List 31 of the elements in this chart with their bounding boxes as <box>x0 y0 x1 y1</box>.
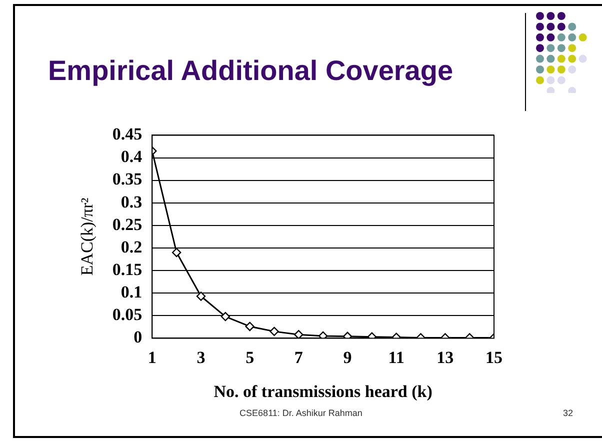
point <box>196 292 206 301</box>
text: CSE6811: Dr. Ashikur Rahman <box>240 408 362 418</box>
x-tick-label: 1 <box>148 348 156 367</box>
point <box>318 331 328 338</box>
x-tick-label: 15 <box>486 348 502 367</box>
y-tick-label: 0.35 <box>112 170 142 189</box>
x-tick-label: 9 <box>343 348 352 367</box>
point <box>342 332 352 338</box>
point <box>245 322 254 332</box>
y-tick-label: 0 <box>134 328 142 347</box>
chart-title: Empirical Additional Coverage <box>48 55 454 87</box>
y-tick-label: 0.15 <box>112 260 142 279</box>
y-tick-label: 0.3 <box>120 192 142 212</box>
x-axis-title: No. of transmissions heard (k) <box>214 382 432 402</box>
y-tick-label: 0.4 <box>120 147 143 166</box>
x-tick-label: 3 <box>196 348 206 367</box>
y-tick-label: 0.45 <box>112 124 142 144</box>
x-tick-label: 11 <box>388 348 404 367</box>
point <box>270 326 279 336</box>
y-tick-label: 0.1 <box>120 282 142 302</box>
point <box>220 312 230 322</box>
y-tick-label: 0.05 <box>112 305 142 324</box>
x-tick-label: 5 <box>246 348 254 367</box>
y-axis-title: EAC(k)/πr² <box>78 198 97 276</box>
text: 32 <box>563 408 574 418</box>
y-tick-label: 0.25 <box>112 214 142 234</box>
y-tick-label: 0.2 <box>120 237 142 256</box>
x-tick-label: 7 <box>294 348 304 367</box>
x-tick-label: 13 <box>436 348 454 367</box>
point <box>172 248 182 258</box>
point <box>294 330 304 338</box>
